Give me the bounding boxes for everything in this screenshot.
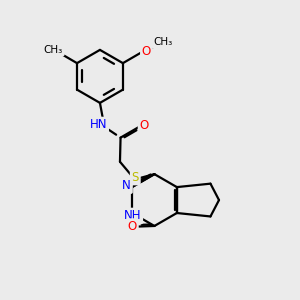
Text: O: O — [140, 119, 149, 132]
Text: O: O — [128, 220, 137, 233]
Text: CH₃: CH₃ — [153, 37, 172, 46]
Text: CH₃: CH₃ — [44, 45, 63, 55]
Text: S: S — [132, 171, 139, 184]
Text: HN: HN — [90, 118, 107, 131]
Text: N: N — [122, 179, 131, 192]
Text: O: O — [142, 45, 151, 58]
Text: NH: NH — [124, 209, 141, 223]
